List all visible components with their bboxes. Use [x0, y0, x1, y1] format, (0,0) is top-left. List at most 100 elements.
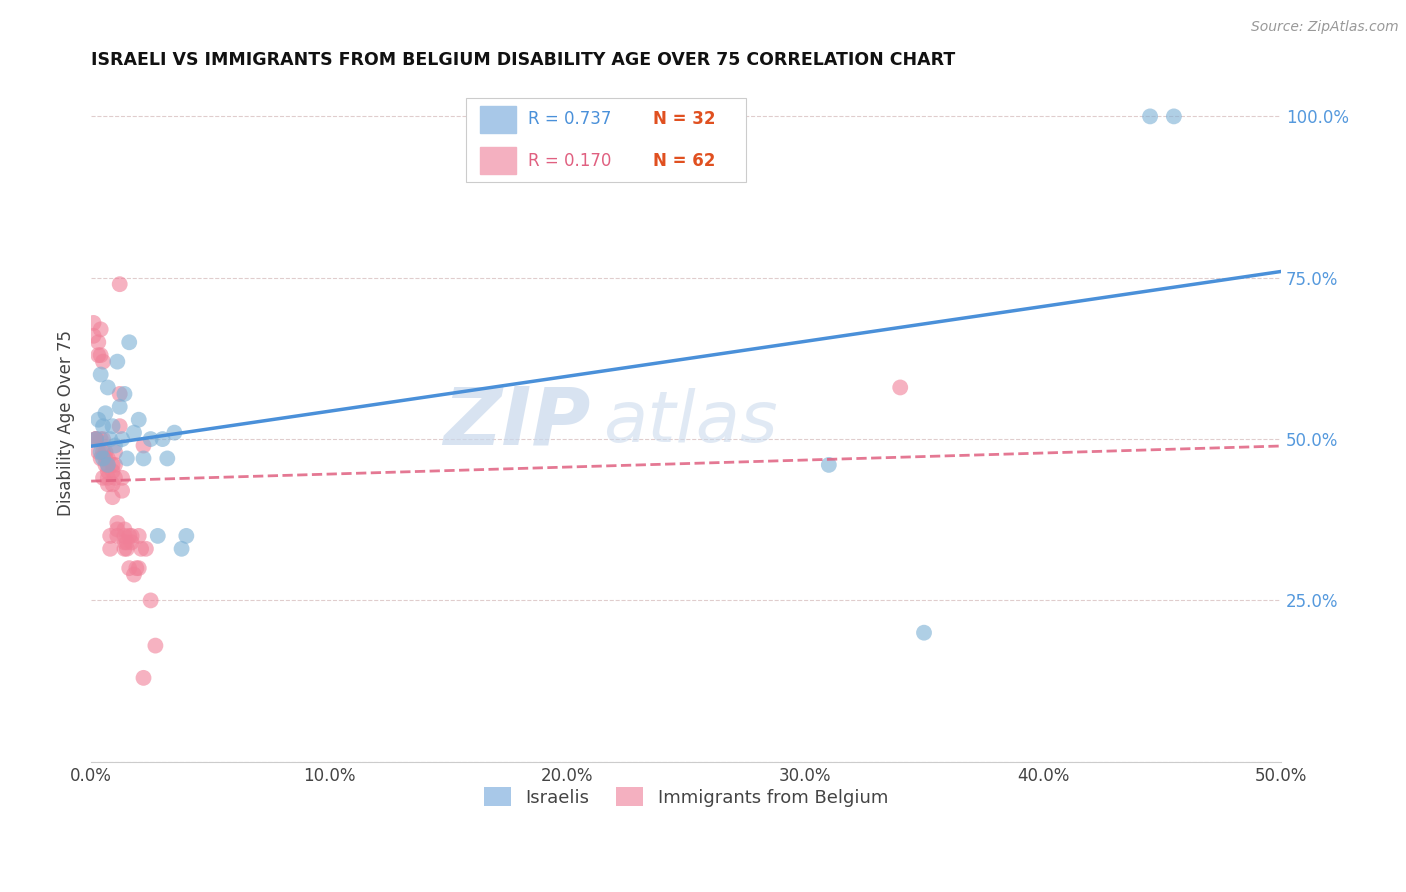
Point — [101, 477, 124, 491]
Point — [97, 380, 120, 394]
Point — [114, 529, 136, 543]
Point — [115, 451, 138, 466]
Point — [104, 471, 127, 485]
Point — [152, 432, 174, 446]
Point — [104, 438, 127, 452]
Point — [121, 529, 143, 543]
Point — [101, 464, 124, 478]
Point — [114, 535, 136, 549]
Point — [87, 445, 110, 459]
Point — [105, 516, 128, 530]
FancyBboxPatch shape — [465, 98, 745, 182]
Point — [889, 380, 911, 394]
Point — [97, 477, 120, 491]
Point — [118, 561, 141, 575]
Point — [132, 671, 155, 685]
Point — [128, 413, 150, 427]
Point — [139, 593, 162, 607]
Text: ZIP: ZIP — [443, 384, 591, 462]
Point — [105, 529, 128, 543]
Point — [135, 541, 157, 556]
Point — [90, 322, 112, 336]
Text: R = 0.737: R = 0.737 — [527, 111, 612, 128]
Point — [91, 432, 114, 446]
Point — [1163, 109, 1185, 123]
Point — [115, 541, 138, 556]
Text: ISRAELI VS IMMIGRANTS FROM BELGIUM DISABILITY AGE OVER 75 CORRELATION CHART: ISRAELI VS IMMIGRANTS FROM BELGIUM DISAB… — [91, 51, 956, 69]
FancyBboxPatch shape — [481, 106, 516, 133]
Point — [118, 529, 141, 543]
Point — [170, 541, 193, 556]
Point — [98, 529, 121, 543]
Point — [122, 567, 145, 582]
Point — [145, 639, 167, 653]
Text: N = 62: N = 62 — [652, 152, 716, 169]
Point — [139, 432, 162, 446]
Legend: Israelis, Immigrants from Belgium: Israelis, Immigrants from Belgium — [477, 780, 896, 814]
Point — [101, 490, 124, 504]
Point — [108, 419, 131, 434]
Point — [84, 432, 107, 446]
Point — [87, 348, 110, 362]
Point — [97, 464, 120, 478]
Point — [94, 406, 117, 420]
Point — [84, 432, 107, 446]
Point — [111, 471, 134, 485]
Point — [97, 451, 120, 466]
Point — [156, 451, 179, 466]
Point — [132, 438, 155, 452]
Point — [91, 471, 114, 485]
Point — [122, 425, 145, 440]
Point — [176, 529, 198, 543]
Point — [97, 458, 120, 472]
Point — [91, 445, 114, 459]
Text: R = 0.170: R = 0.170 — [527, 152, 612, 169]
Point — [90, 368, 112, 382]
Point — [83, 328, 105, 343]
Point — [90, 348, 112, 362]
Point — [114, 541, 136, 556]
Y-axis label: Disability Age Over 75: Disability Age Over 75 — [58, 330, 75, 516]
Point — [817, 458, 839, 472]
Point — [101, 419, 124, 434]
Point — [98, 541, 121, 556]
Point — [114, 387, 136, 401]
Point — [84, 432, 107, 446]
FancyBboxPatch shape — [481, 147, 516, 174]
Point — [104, 458, 127, 472]
Point — [114, 523, 136, 537]
Point — [104, 445, 127, 459]
Point — [111, 432, 134, 446]
Point — [84, 432, 107, 446]
Point — [87, 413, 110, 427]
Point — [98, 432, 121, 446]
Point — [91, 354, 114, 368]
Point — [94, 451, 117, 466]
Point — [94, 445, 117, 459]
Point — [91, 451, 114, 466]
Point — [108, 387, 131, 401]
Point — [108, 277, 131, 292]
Point — [128, 529, 150, 543]
Point — [97, 458, 120, 472]
Point — [128, 561, 150, 575]
Point — [1139, 109, 1161, 123]
Point — [101, 458, 124, 472]
Text: Source: ZipAtlas.com: Source: ZipAtlas.com — [1251, 20, 1399, 34]
Point — [125, 561, 148, 575]
Point — [94, 458, 117, 472]
Point — [121, 535, 143, 549]
Point — [91, 419, 114, 434]
Point — [912, 625, 935, 640]
Point — [115, 535, 138, 549]
Point — [97, 471, 120, 485]
Point — [90, 432, 112, 446]
Point — [118, 335, 141, 350]
Point — [90, 451, 112, 466]
Point — [163, 425, 186, 440]
Point — [129, 541, 152, 556]
Point — [111, 483, 134, 498]
Text: atlas: atlas — [603, 388, 778, 458]
Point — [105, 354, 128, 368]
Point — [146, 529, 169, 543]
